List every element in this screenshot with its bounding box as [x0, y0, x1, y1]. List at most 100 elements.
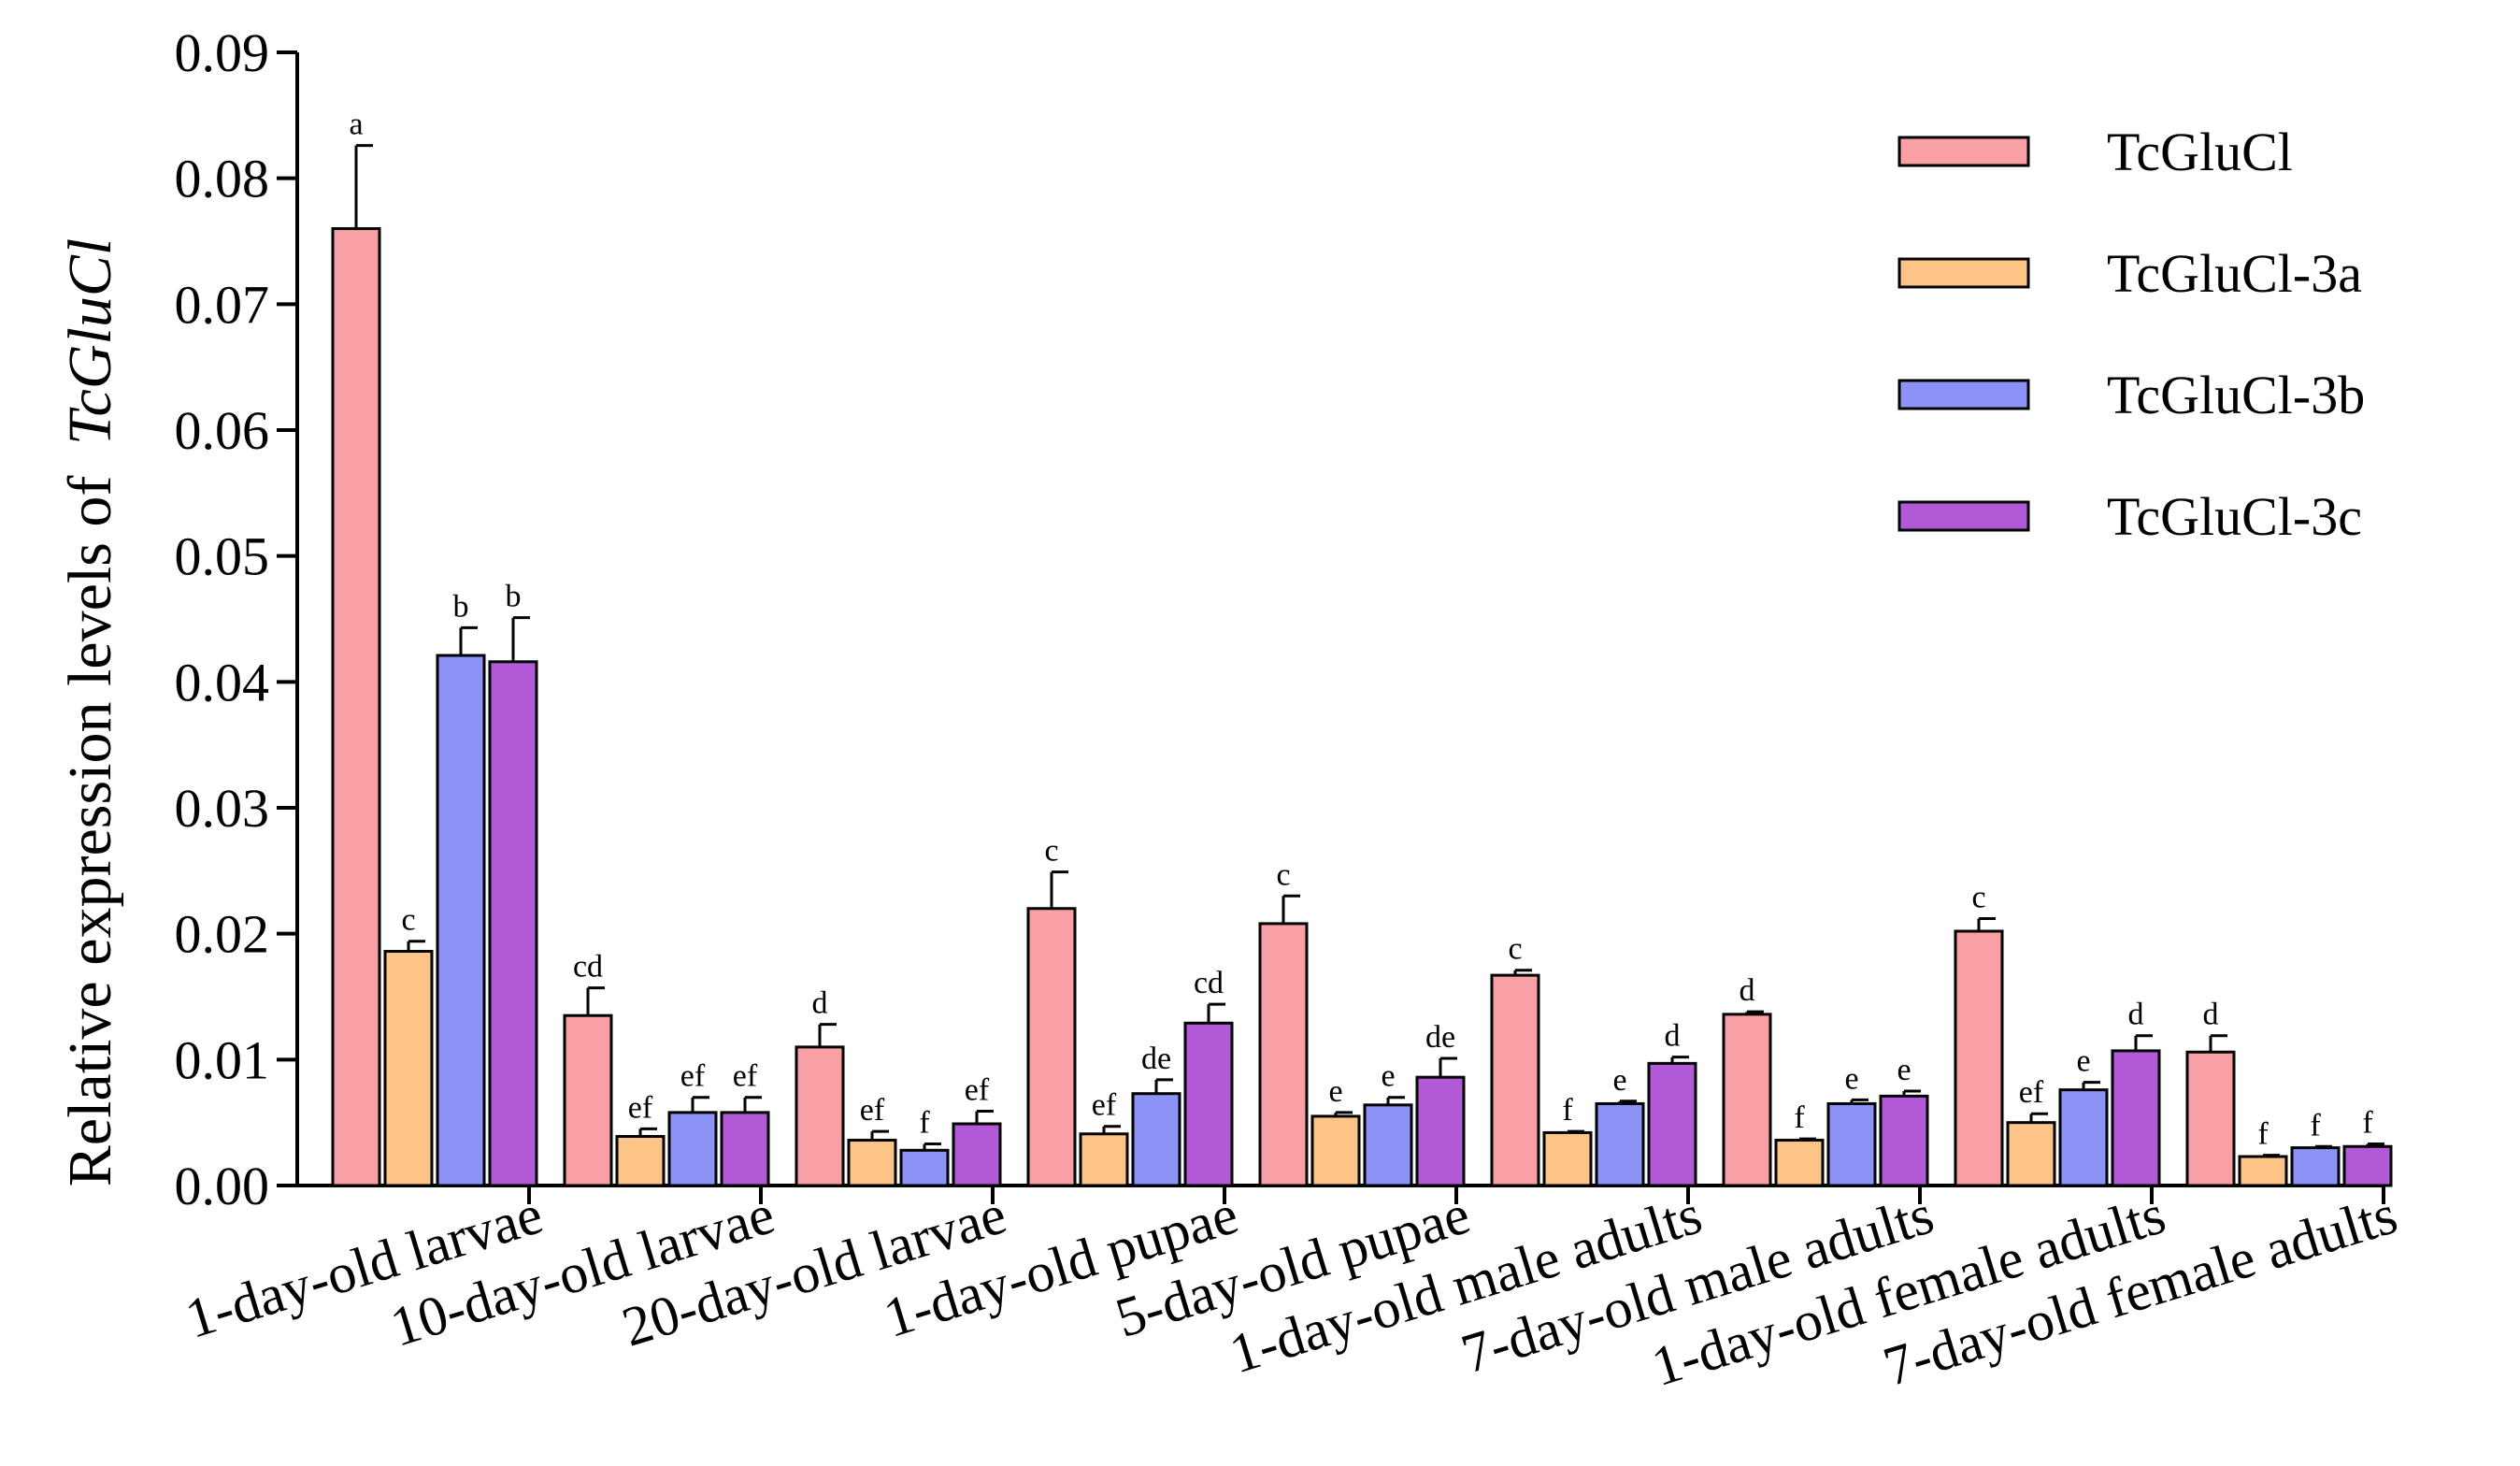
bar [563, 1013, 613, 1187]
bar [2290, 1146, 2341, 1187]
significance-letter: ef [680, 1059, 706, 1094]
significance-letter: ef [733, 1059, 758, 1094]
bar [847, 1139, 897, 1187]
bar [2058, 1088, 2109, 1187]
y-tick-label: 0.02 [175, 904, 270, 965]
bar [1415, 1075, 1466, 1187]
bar [1595, 1101, 1645, 1187]
significance-letter: c [1044, 834, 1058, 869]
significance-letter: e [1612, 1063, 1626, 1098]
significance-letter: f [1794, 1100, 1805, 1135]
significance-letter: ef [628, 1090, 653, 1125]
significance-letter: e [2076, 1044, 2090, 1079]
significance-letter: ef [860, 1093, 885, 1128]
y-axis-label-text: Relative expression levels of [56, 476, 124, 1187]
significance-letter: d [2128, 998, 2144, 1032]
bar [1647, 1061, 1697, 1187]
bar [1183, 1021, 1234, 1187]
bar [1079, 1132, 1129, 1187]
bar [1026, 907, 1077, 1187]
y-axis: 0.00 0.01 0.02 0.03 0.04 0.05 0.06 0.07 0.08 0.09 [175, 22, 299, 1216]
significance-letter: e [1844, 1061, 1858, 1096]
significance-letter: c [1971, 881, 1985, 915]
bar-series-group [331, 227, 2393, 1187]
significance-letter: e [1897, 1053, 1911, 1087]
legend-label: TcGluCl-3a [2107, 243, 2362, 304]
significance-letter: cd [1194, 966, 1224, 1000]
y-tick-label: 0.01 [175, 1029, 270, 1090]
bar [488, 660, 538, 1187]
bar [2006, 1121, 2056, 1187]
significance-letter: cd [573, 950, 603, 985]
significance-letter: c [401, 903, 415, 938]
error-bar-group [354, 144, 2384, 1157]
bar [1774, 1139, 1825, 1187]
bar [1490, 973, 1540, 1187]
significance-letter: c [1508, 932, 1522, 967]
bar [899, 1148, 950, 1187]
bar [383, 950, 434, 1187]
y-tick-label: 0.00 [175, 1156, 270, 1216]
significance-letter: b [506, 580, 522, 614]
bar [1954, 929, 2004, 1187]
significance-letter: e [1381, 1059, 1395, 1094]
bar [1310, 1114, 1361, 1187]
legend-label: TcGluCl [2107, 122, 2293, 182]
bar [436, 654, 486, 1187]
legend-swatch [1897, 136, 2030, 167]
bar [1542, 1130, 1593, 1187]
significance-letter: b [453, 589, 469, 624]
legend-swatch [1897, 500, 2030, 532]
bar [2185, 1050, 2236, 1187]
bar [1131, 1092, 1181, 1187]
y-tick-label: 0.07 [175, 274, 270, 335]
bar [1363, 1103, 1413, 1187]
significance-letter: f [919, 1106, 930, 1141]
bar [1258, 922, 1309, 1187]
significance-letter: de [1141, 1042, 1171, 1076]
y-axis-label-gene: TcGluCl [56, 238, 124, 445]
y-tick-label: 0.06 [175, 400, 270, 461]
bar [795, 1045, 845, 1187]
bar [952, 1122, 1002, 1187]
legend-swatch [1897, 379, 2030, 410]
legend-label: TcGluCl-3c [2107, 486, 2362, 547]
significance-letter: c [1276, 857, 1290, 892]
bar [1826, 1101, 1877, 1187]
legend-label: TcGluCl-3b [2107, 365, 2365, 425]
significance-letter: de [1425, 1020, 1455, 1055]
significance-letter: f [1562, 1093, 1573, 1128]
significance-letter: d [2203, 998, 2219, 1032]
y-tick-label: 0.04 [175, 652, 270, 712]
bar [2342, 1144, 2393, 1187]
significance-letter: f [2257, 1117, 2269, 1152]
significance-letter: ef [965, 1073, 990, 1108]
bar [331, 227, 381, 1187]
bar [2238, 1155, 2288, 1187]
significance-letter: f [2362, 1106, 2373, 1141]
significance-letter: ef [1092, 1088, 1117, 1123]
y-axis-label: Relative expression levels of TcGluCl [56, 238, 124, 1186]
significance-letter: d [812, 986, 828, 1021]
significance-letter: a [349, 108, 363, 142]
bar [667, 1111, 718, 1187]
legend-swatch [1897, 257, 2030, 289]
legend: TcGluCl TcGluCl-3a TcGluCl-3b TcGluCl-3c [1897, 122, 2365, 547]
significance-letter: ef [2019, 1075, 2044, 1110]
significance-letter: f [2310, 1108, 2321, 1143]
y-tick-label: 0.05 [175, 526, 270, 587]
y-tick-label: 0.03 [175, 778, 270, 839]
bar [1722, 1013, 1772, 1187]
y-tick-label: 0.08 [175, 149, 270, 209]
bar [1879, 1094, 1929, 1187]
bar [615, 1134, 666, 1187]
significance-letter: d [1665, 1019, 1681, 1054]
bar [720, 1111, 770, 1187]
significance-letter: e [1328, 1074, 1342, 1109]
bar [2111, 1049, 2161, 1187]
y-tick-label: 0.09 [175, 22, 270, 83]
significance-letter: d [1740, 973, 1755, 1008]
